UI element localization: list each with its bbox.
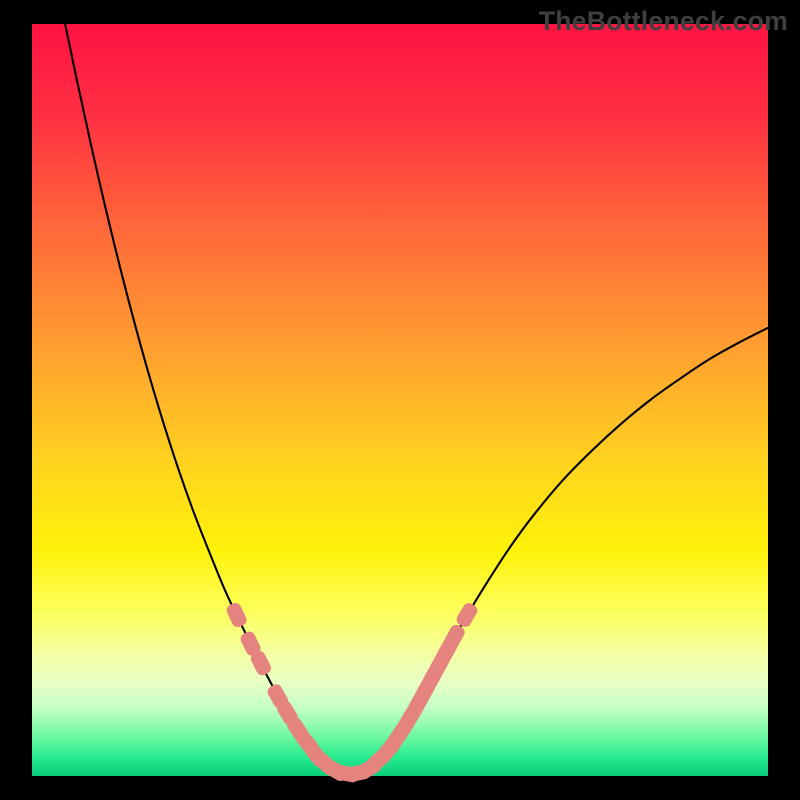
- plot-gradient-background: [32, 24, 768, 776]
- chart-svg: [0, 0, 800, 800]
- bottleneck-curve-chart: TheBottleneck.com: [0, 0, 800, 800]
- watermark-text: TheBottleneck.com: [539, 6, 788, 37]
